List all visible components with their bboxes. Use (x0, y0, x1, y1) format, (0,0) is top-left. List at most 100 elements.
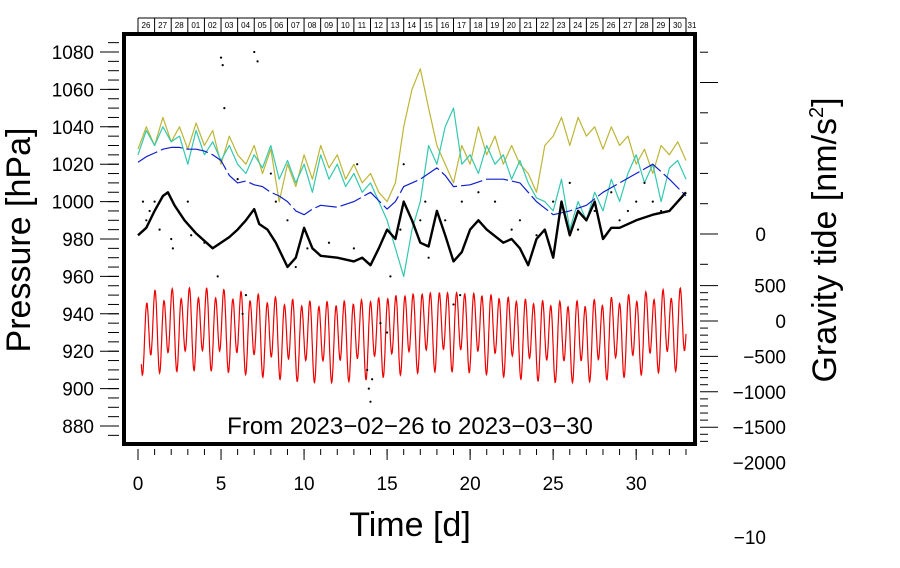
outlier-point (356, 163, 359, 166)
outlier-point (186, 200, 189, 203)
date-tick-label: 06 (274, 21, 283, 30)
y-left-tick-label: 980 (62, 230, 94, 251)
outlier-point (585, 219, 588, 222)
y-left-tick-label: 920 (62, 342, 94, 363)
outlier-point (618, 219, 621, 222)
date-tick-label: 07 (291, 21, 300, 30)
y-right-upper-label: −10 (734, 528, 766, 549)
date-tick-label: 25 (590, 21, 599, 30)
y-right-lower-label: −2000 (733, 454, 786, 475)
series-layer (137, 68, 687, 385)
y-left-tick-label: 960 (62, 267, 94, 288)
x-tick-label: 5 (216, 474, 227, 495)
outlier-point (427, 256, 430, 259)
outlier-point (576, 228, 580, 231)
outlier-point (366, 368, 369, 371)
date-tick-label: 26 (607, 21, 616, 30)
date-tick-label: 28 (640, 21, 649, 30)
outlier-point (518, 219, 522, 222)
date-tick-label: 10 (341, 21, 350, 30)
outlier-point (367, 387, 370, 390)
outlier-point (236, 178, 239, 181)
outlier-point (379, 322, 382, 325)
y-right-lower-label: −500 (743, 347, 786, 368)
outlier-point (635, 200, 638, 203)
outlier-point (327, 241, 331, 244)
outlier-point (221, 63, 224, 67)
x-tick-label: 0 (133, 474, 144, 495)
date-tick-label: 19 (490, 21, 499, 30)
x-tick-label: 25 (543, 474, 564, 495)
outlier-point (659, 209, 663, 213)
outlier-point (148, 209, 151, 213)
outlier-point (294, 265, 297, 269)
series-line-pressure (137, 191, 687, 269)
outlier-point (369, 400, 372, 403)
y-left-tick-label: 900 (62, 380, 94, 401)
outlier-point (256, 60, 259, 63)
outlier-point (190, 234, 193, 237)
date-tick-label: 18 (474, 21, 483, 30)
outlier-point (219, 56, 223, 59)
date-tick-label: 24 (573, 21, 582, 30)
date-tick-label: 09 (324, 21, 333, 30)
date-tick-label: 20 (507, 21, 516, 30)
outlier-point (643, 181, 646, 184)
series-line-tide (140, 286, 687, 385)
outlier-point (352, 247, 355, 250)
date-tick-label: 14 (407, 21, 416, 30)
date-tick-label: 17 (457, 21, 466, 30)
date-strip: 26 27 28 01 02 03 04 05 06 07 08 09 10 11 12 13 14 15 16 17… (137, 17, 697, 34)
outlier-point (610, 191, 613, 194)
outlier-point (141, 200, 145, 203)
plot-frame (122, 32, 697, 446)
y-right-lower-label: 0 (775, 312, 786, 333)
date-tick-label: 02 (208, 21, 217, 30)
y-right-axis-title-close: ] (806, 97, 844, 106)
outlier-point (419, 219, 422, 222)
y-right-axis-title-sup: 2 (806, 107, 828, 118)
y-left-tick-label: 1040 (52, 118, 94, 139)
date-tick-label: 05 (258, 21, 267, 30)
outlier-point (459, 294, 462, 297)
date-tick-label: 27 (623, 21, 632, 30)
y-left-tick-label: 940 (62, 305, 94, 326)
x-tick-label: 10 (293, 474, 314, 495)
outlier-point (399, 228, 402, 231)
y-right-axis-title-main: Gravity tide [nm/s (806, 118, 844, 383)
outlier-point (452, 303, 455, 306)
date-tick-label: 16 (440, 21, 449, 30)
date-tick-label: 21 (523, 21, 532, 30)
outlier-layer (141, 50, 663, 403)
outlier-point (651, 200, 654, 203)
date-tick-label: 15 (424, 21, 433, 30)
date-tick-label: 04 (241, 21, 250, 30)
series-line-cyan (137, 107, 687, 277)
y-right-lower-label: 500 (754, 277, 786, 298)
outlier-point (552, 200, 555, 203)
outlier-point (424, 200, 427, 203)
date-tick-label: 13 (391, 21, 400, 30)
date-tick-label: 30 (673, 21, 682, 30)
outlier-point (274, 200, 277, 203)
outlier-point (444, 219, 447, 222)
outlier-point (493, 200, 497, 203)
outlier-point (153, 200, 156, 203)
date-tick-label: 23 (557, 21, 566, 30)
date-tick-label: 11 (358, 21, 367, 30)
outlier-point (286, 219, 289, 222)
outlier-point (244, 294, 248, 297)
outlier-point (371, 378, 374, 381)
outlier-point (402, 163, 405, 166)
x-axis: 0 5 10 15 20 25 30 (133, 449, 687, 495)
y-left-tick-label: 1080 (52, 43, 94, 64)
y-left-axis-title: Pressure [hPa] (0, 128, 38, 353)
outlier-point (216, 275, 219, 278)
series-line-olive (137, 68, 687, 203)
outlier-point (535, 234, 538, 237)
y-left-tick-label: 1000 (52, 193, 94, 214)
outlier-point (253, 50, 256, 54)
outlier-point (593, 209, 596, 213)
